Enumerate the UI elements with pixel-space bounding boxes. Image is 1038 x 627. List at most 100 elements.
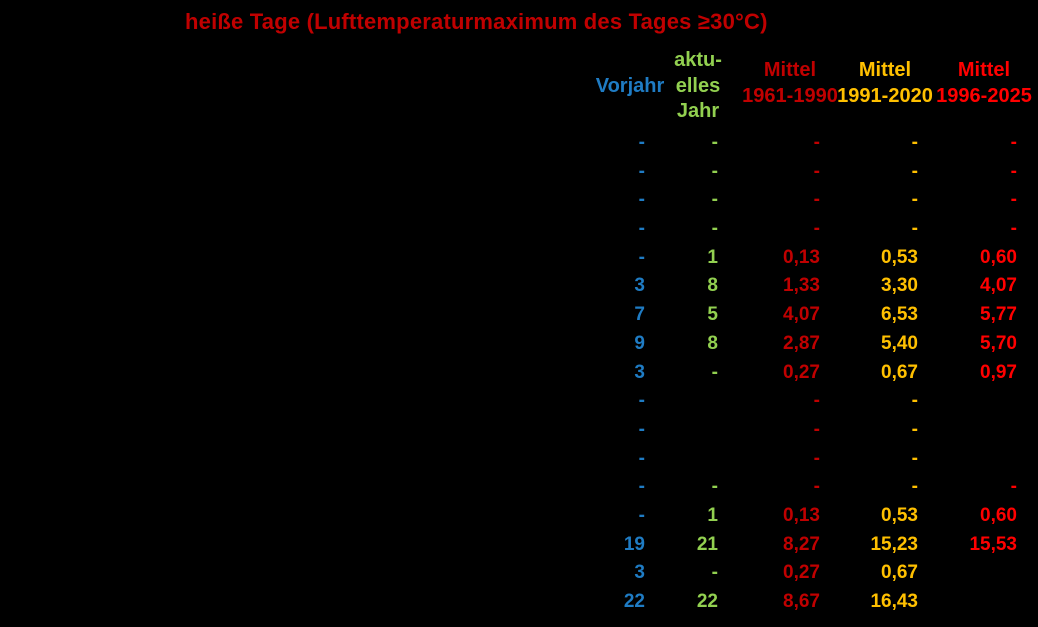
table-cell [918, 445, 1017, 474]
table-cell [645, 445, 718, 474]
table-cell: - [813, 218, 820, 240]
table-cell: 0,27 [783, 361, 820, 383]
table-cell: - [638, 476, 645, 498]
table-cell: - [711, 476, 718, 498]
table-cell: - [638, 189, 645, 211]
table-cell: - [638, 504, 645, 526]
table-cell: - [638, 447, 645, 469]
table-cell: 0,53 [881, 246, 918, 268]
table-cell: - [813, 476, 820, 498]
table-cell: - [711, 132, 718, 153]
column-header-mittel-1996-2025: Mittel 1996-2025 [914, 58, 1038, 109]
table-cell: - [1010, 189, 1017, 211]
table-cell: 3 [634, 361, 645, 383]
column-header-line: Jahr [676, 100, 720, 122]
table-cell: - [1010, 218, 1017, 240]
column-header-aktuelles-jahr: aktu- elles Jahr [628, 48, 768, 125]
table-cell: - [911, 218, 918, 240]
table-cell: - [711, 562, 718, 584]
table-cell: - [638, 418, 645, 440]
table-cell: 9 [634, 332, 645, 354]
table-cell [918, 588, 1017, 617]
table-cell: - [813, 189, 820, 211]
table-cell: 3,30 [881, 275, 918, 297]
table-cell: - [1010, 132, 1017, 153]
table-cell: - [638, 160, 645, 182]
table-cell: - [813, 447, 820, 469]
data-grid: - - - - - - - - - - - - - - - - - - - - - 1 0,13 0,53 0,60 3 8 1,33… [560, 129, 1017, 617]
column-header-mittel-1991-2020: Mittel 1991-2020 [815, 58, 955, 109]
table-cell: 0,97 [980, 361, 1017, 383]
table-cell: - [813, 418, 820, 440]
table-cell: - [911, 447, 918, 469]
table-cell: 5,70 [980, 332, 1017, 354]
table-cell [918, 416, 1017, 445]
table-cell [645, 416, 718, 445]
column-header-line: 1991-2020 [837, 84, 933, 107]
table-cell: 0,60 [980, 246, 1017, 268]
column-header-line: 1961-1990 [742, 84, 838, 107]
table-cell: - [1010, 476, 1017, 498]
column-header-mittel-1961-1990: Mittel 1961-1990 [720, 58, 860, 109]
table-cell: 0,67 [881, 361, 918, 383]
table-cell: 5,77 [980, 304, 1017, 326]
table-cell: - [911, 476, 918, 498]
table-cell: - [911, 132, 918, 153]
table-cell: 5,40 [881, 332, 918, 354]
table-cell: - [813, 132, 820, 153]
table-cell: 16,43 [870, 591, 918, 612]
table-cell: - [711, 160, 718, 182]
table-cell: - [1010, 160, 1017, 182]
table-cell: - [711, 218, 718, 240]
table-cell: 3 [634, 275, 645, 297]
table-cell: 1,33 [783, 275, 820, 297]
table-cell: 1 [707, 246, 718, 268]
column-header-line: Vorjahr [595, 75, 665, 97]
table-cell: 3 [634, 562, 645, 584]
column-header-line: 1996-2025 [936, 84, 1032, 107]
table-cell: - [638, 132, 645, 153]
table-cell: 0,13 [783, 246, 820, 268]
table-cell: - [911, 160, 918, 182]
table-cell: - [813, 390, 820, 412]
table-cell: 6,53 [881, 304, 918, 326]
table-cell: 2,87 [783, 332, 820, 354]
table-cell: - [911, 189, 918, 211]
table-cell: 8,27 [783, 533, 820, 555]
table-cell [918, 387, 1017, 416]
table-cell: - [638, 390, 645, 412]
table-cell: - [638, 218, 645, 240]
table-cell: 5 [707, 304, 718, 326]
chart-title: heiße Tage (Lufttemperaturmaximum des Ta… [185, 9, 768, 34]
table-cell: 22 [623, 591, 645, 612]
table-cell: 0,53 [881, 504, 918, 526]
column-header-line: aktu- [674, 49, 722, 71]
table-cell: 8,67 [783, 591, 820, 612]
table-cell: - [911, 418, 918, 440]
table-cell: - [813, 160, 820, 182]
table-cell: 0,13 [783, 504, 820, 526]
column-header-line: Mittel [957, 59, 1011, 81]
column-header-line: Mittel [763, 59, 817, 81]
table-cell: - [711, 189, 718, 211]
table-cell [645, 387, 718, 416]
column-header-line: elles [675, 74, 721, 97]
table-cell: - [638, 246, 645, 268]
table-cell: 19 [623, 533, 645, 555]
table-cell: 8 [707, 275, 718, 297]
table-cell: 7 [634, 304, 645, 326]
table-cell: - [911, 390, 918, 412]
column-header-line: Mittel [858, 59, 912, 81]
table-cell: 0,67 [881, 562, 918, 584]
table-cell: 4,07 [980, 275, 1017, 297]
table-cell [918, 559, 1017, 588]
table-cell: 4,07 [783, 304, 820, 326]
table-cell: 15,53 [969, 533, 1017, 555]
column-header-vorjahr: Vorjahr [560, 74, 700, 100]
table-cell: 0,60 [980, 504, 1017, 526]
table-cell: 8 [707, 332, 718, 354]
table-cell: 0,27 [783, 562, 820, 584]
table-cell: 15,23 [870, 533, 918, 555]
table-cell: - [711, 361, 718, 383]
